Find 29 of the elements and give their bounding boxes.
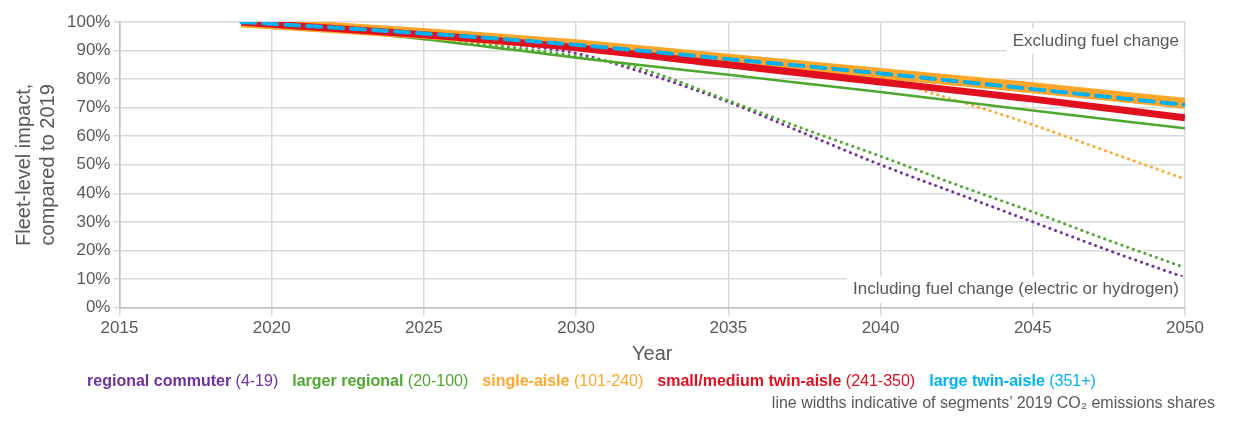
y-tick-label: 60% <box>76 125 111 145</box>
y-tick-label: 30% <box>76 211 111 231</box>
y-tick-label: 10% <box>76 268 111 288</box>
text: line widths indicative of segments’ 2019 CO₂ emissions shares <box>770 394 1216 412</box>
x-tick-label: 2025 <box>405 318 443 338</box>
text: single-aisle (101-240) <box>482 372 644 390</box>
text: large twin-aisle (351+) <box>929 372 1096 390</box>
y-axis-title: Fleet-level impact, compared to 2019 <box>11 83 58 246</box>
y-tick-label: 50% <box>76 154 111 174</box>
y-tick-label: 40% <box>76 183 111 203</box>
x-tick-label: 2030 <box>557 318 596 338</box>
x-tick-label: 2040 <box>861 318 900 338</box>
annotation: Including fuel change (electric or hydrogen) <box>852 279 1179 299</box>
annotation: Excluding fuel change <box>1012 30 1179 50</box>
x-tick-label: 2050 <box>1166 318 1204 338</box>
text: larger regional (20-100) <box>292 372 469 390</box>
y-tick-label: 90% <box>76 40 111 60</box>
y-tick-label: 100% <box>67 11 111 31</box>
y-tick-label: 0% <box>85 297 111 317</box>
x-tick-label: 2020 <box>252 318 291 338</box>
x-tick-label: 2015 <box>100 318 139 338</box>
x-axis-title: Year <box>632 341 673 364</box>
y-tick-label: 20% <box>76 240 111 260</box>
text: small/medium twin-aisle (241-350) <box>657 372 916 390</box>
x-tick-label: 2045 <box>1013 318 1052 338</box>
x-tick-label: 2035 <box>709 318 748 338</box>
text: regional commuter (4-19) <box>87 372 279 390</box>
y-tick-label: 70% <box>76 97 111 117</box>
y-tick-label: 80% <box>76 68 111 88</box>
